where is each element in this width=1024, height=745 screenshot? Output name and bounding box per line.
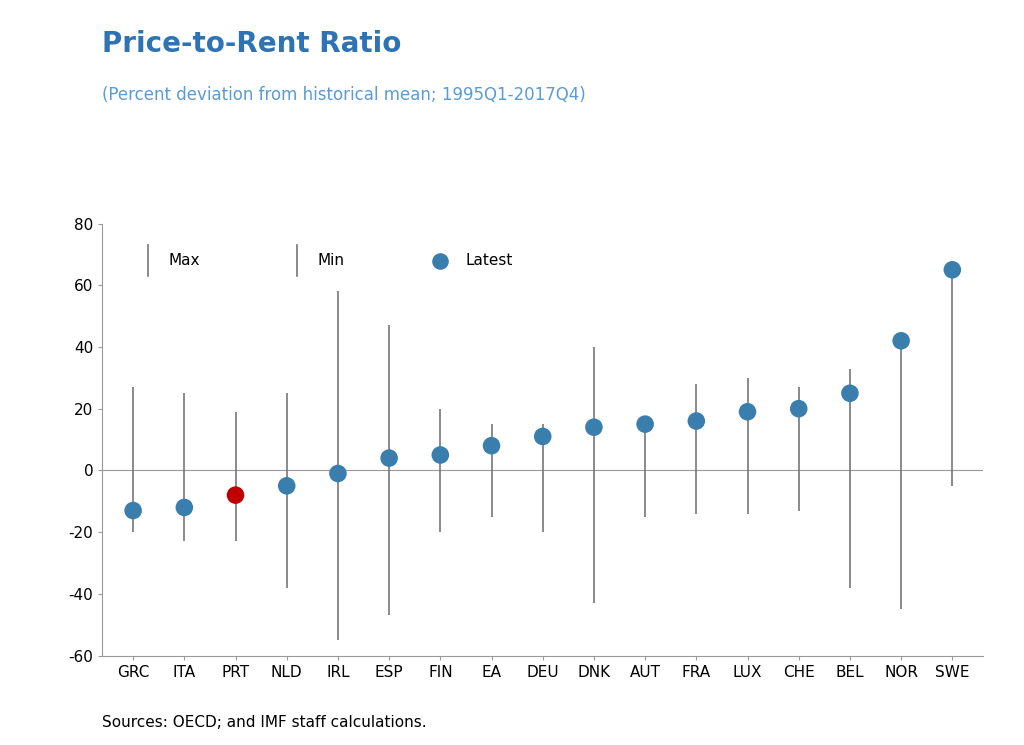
Point — [535, 431, 551, 443]
Point — [739, 406, 756, 418]
Point — [842, 387, 858, 399]
Text: Max: Max — [169, 253, 201, 268]
Text: Price-to-Rent Ratio: Price-to-Rent Ratio — [102, 30, 401, 58]
Point — [637, 418, 653, 430]
Text: (Percent deviation from historical mean; 1995Q1-2017Q4): (Percent deviation from historical mean;… — [102, 86, 586, 104]
Point — [227, 489, 244, 501]
Point — [432, 255, 449, 267]
Point — [791, 403, 807, 415]
Point — [483, 440, 500, 451]
Point — [432, 449, 449, 461]
Point — [944, 264, 961, 276]
Point — [381, 452, 397, 464]
Point — [125, 504, 141, 516]
Text: Sources: OECD; and IMF staff calculations.: Sources: OECD; and IMF staff calculation… — [102, 715, 427, 730]
Point — [688, 415, 705, 427]
Point — [893, 335, 909, 346]
Point — [176, 501, 193, 513]
Text: Latest: Latest — [466, 253, 513, 268]
Point — [586, 421, 602, 433]
Text: Min: Min — [317, 253, 344, 268]
Point — [330, 468, 346, 480]
Point — [279, 480, 295, 492]
